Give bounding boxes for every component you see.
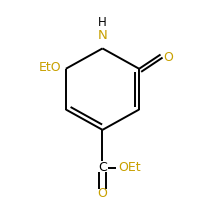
Text: N: N (97, 29, 107, 42)
Text: OEt: OEt (117, 161, 140, 174)
Text: EtO: EtO (39, 61, 61, 74)
Text: O: O (163, 51, 173, 64)
Text: C: C (98, 161, 106, 174)
Text: H: H (98, 16, 106, 29)
Text: O: O (97, 187, 107, 201)
